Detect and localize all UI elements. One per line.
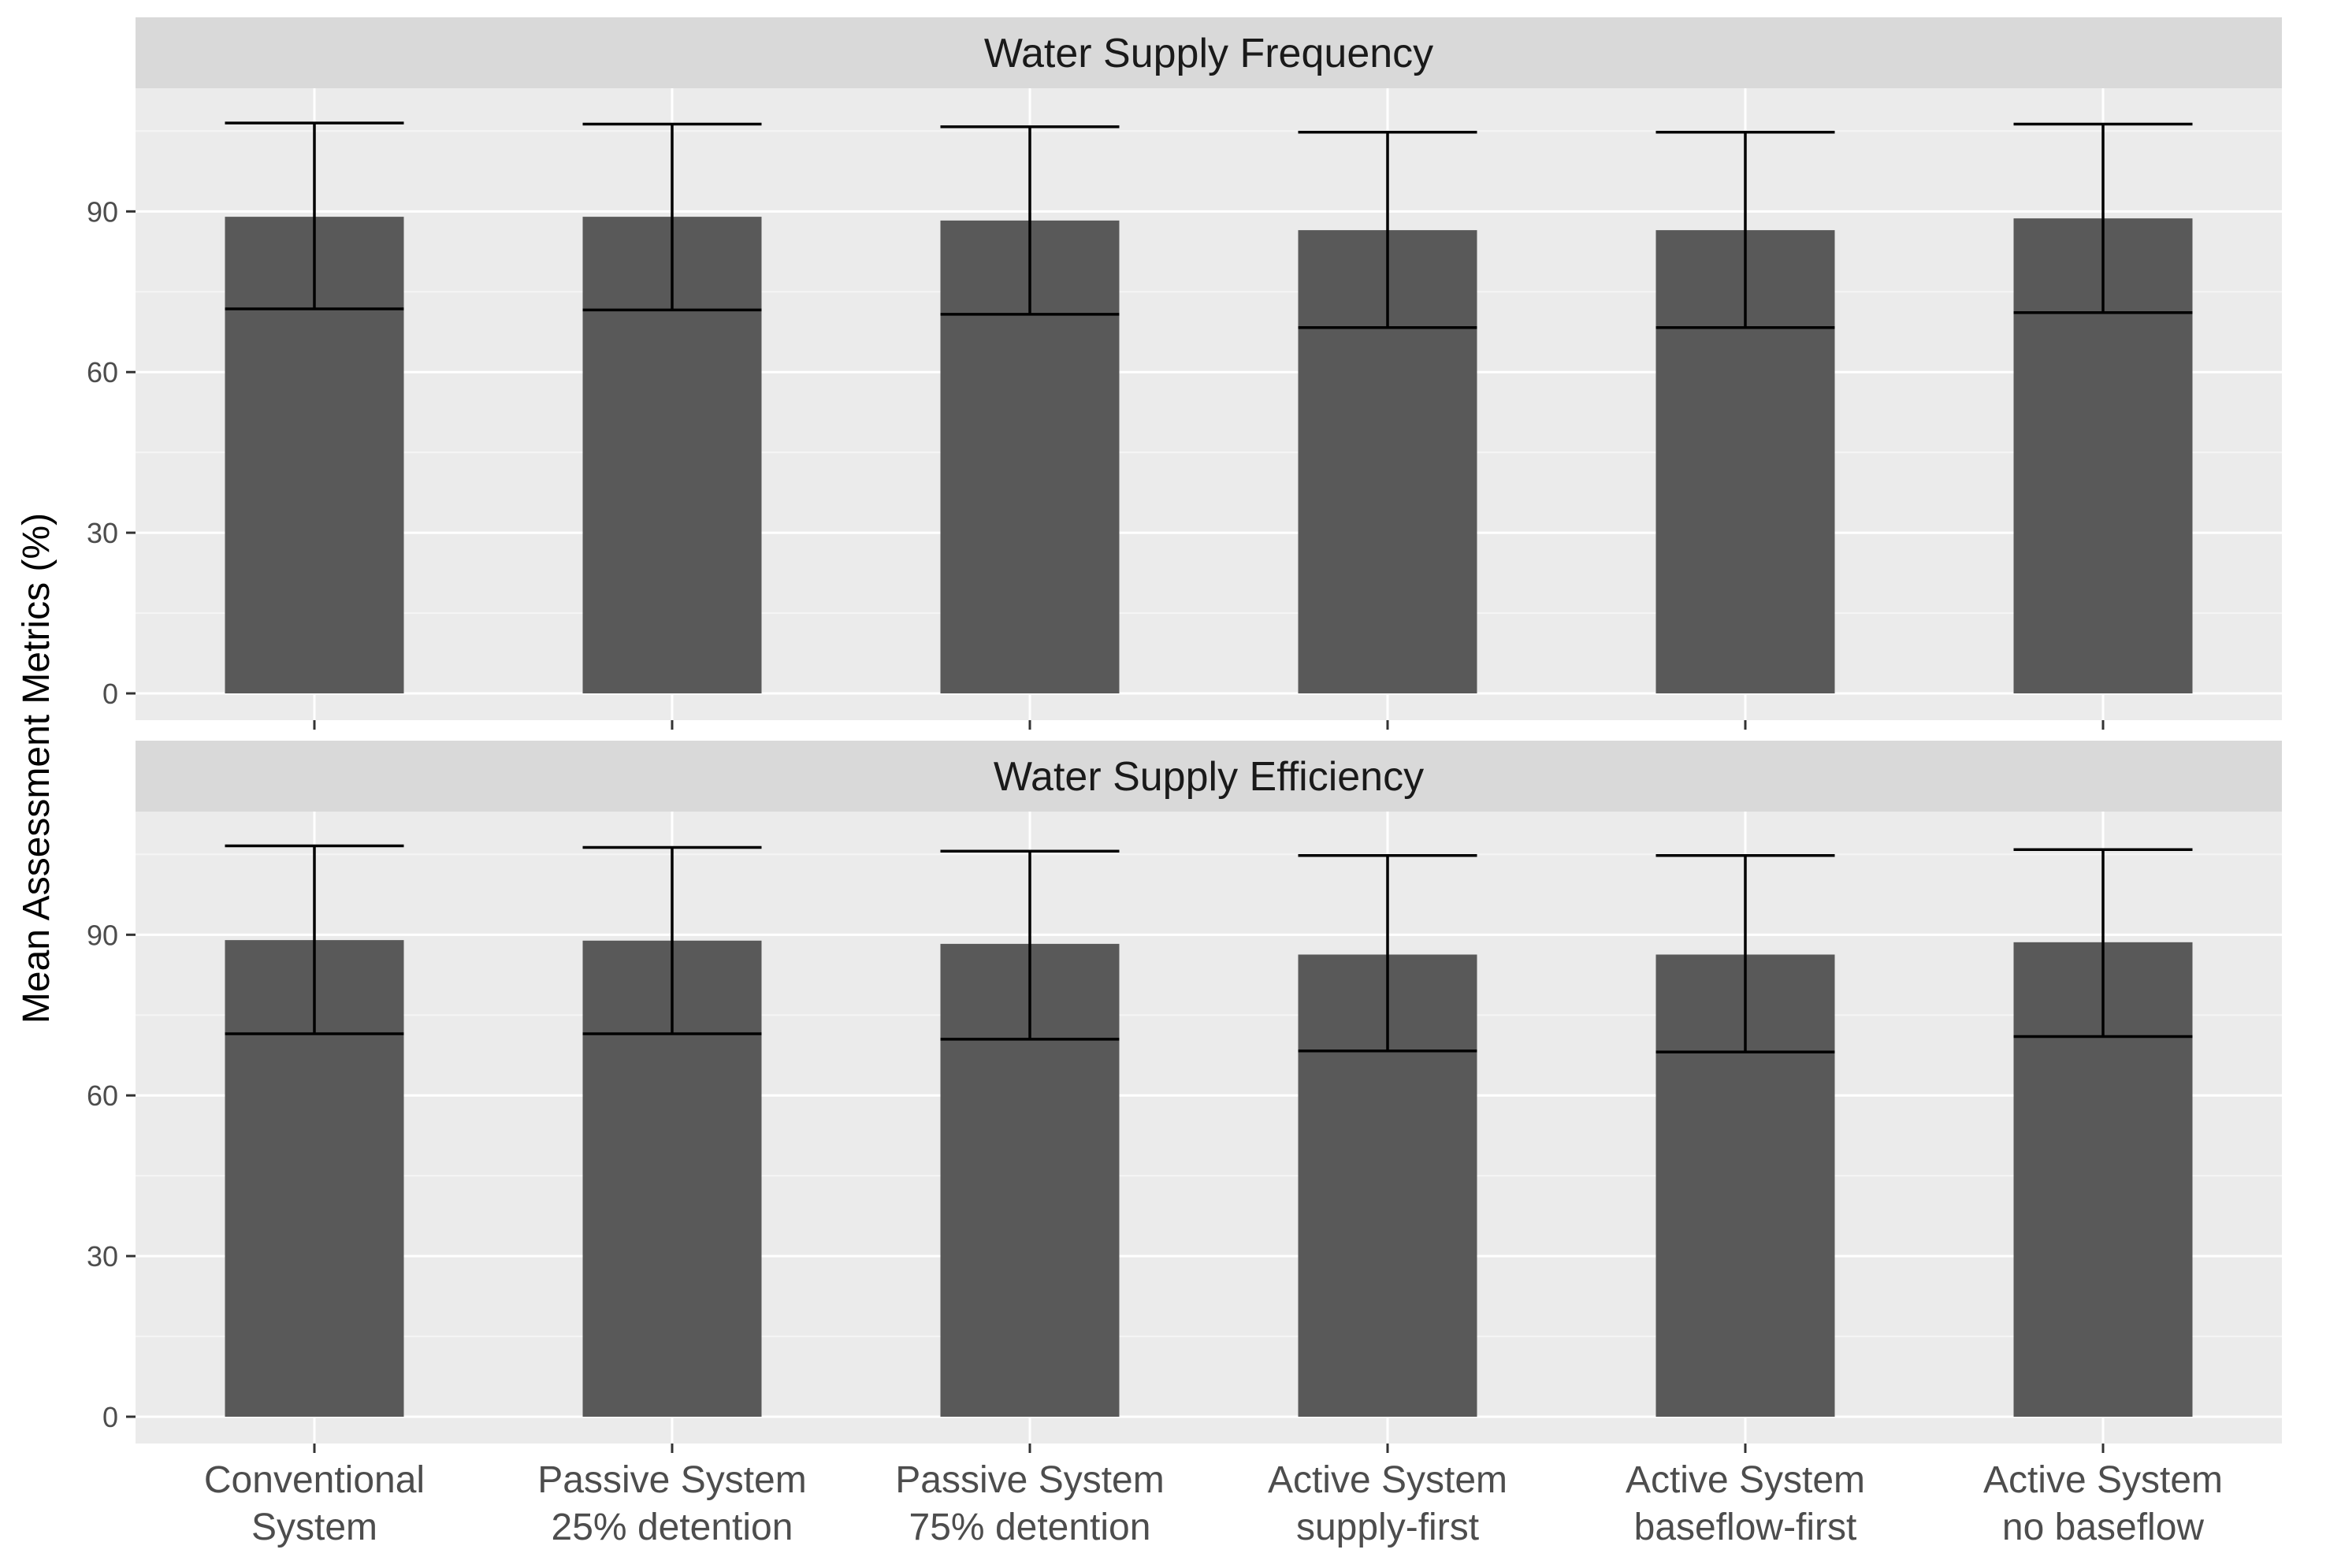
- x-category-label: Active System: [1268, 1459, 1507, 1501]
- y-tick-label: 90: [87, 195, 118, 228]
- x-category-label: Active System: [1983, 1459, 2223, 1501]
- y-tick-label: 30: [87, 1240, 118, 1273]
- y-tick-label: 30: [87, 517, 118, 549]
- x-category-label: 25% detention: [552, 1507, 793, 1548]
- y-tick-label: 0: [102, 678, 118, 710]
- x-category-label: Conventional: [204, 1459, 425, 1501]
- y-tick-label: 60: [87, 356, 118, 388]
- x-category-label: System: [251, 1507, 377, 1548]
- facet-title: Water Supply Frequency: [984, 31, 1433, 76]
- x-category-label: Passive System: [895, 1459, 1164, 1501]
- panel-background: [136, 88, 2282, 720]
- facet-strip: [136, 741, 2282, 812]
- facet-panel: Water Supply Efficiency 0 30 60 90: [87, 741, 2282, 1453]
- y-axis-label: Mean Assessment Metrics (%): [16, 513, 58, 1024]
- facet-strip: [136, 17, 2282, 88]
- x-category-label: Active System: [1626, 1459, 1865, 1501]
- y-tick-label: 90: [87, 919, 118, 951]
- panel-background: [136, 812, 2282, 1444]
- y-tick-label: 0: [102, 1401, 118, 1433]
- x-category-label: baseflow-first: [1634, 1507, 1857, 1548]
- facet-title: Water Supply Efficiency: [994, 754, 1424, 800]
- facet-panel: Water Supply Frequency 0 30 60 90: [87, 17, 2282, 730]
- x-category-label: no baseflow: [2002, 1507, 2205, 1548]
- x-category-label: 75% detention: [909, 1507, 1151, 1548]
- x-category-label: supply-first: [1296, 1507, 1479, 1548]
- y-tick-label: 60: [87, 1079, 118, 1112]
- x-category-label: Passive System: [537, 1459, 806, 1501]
